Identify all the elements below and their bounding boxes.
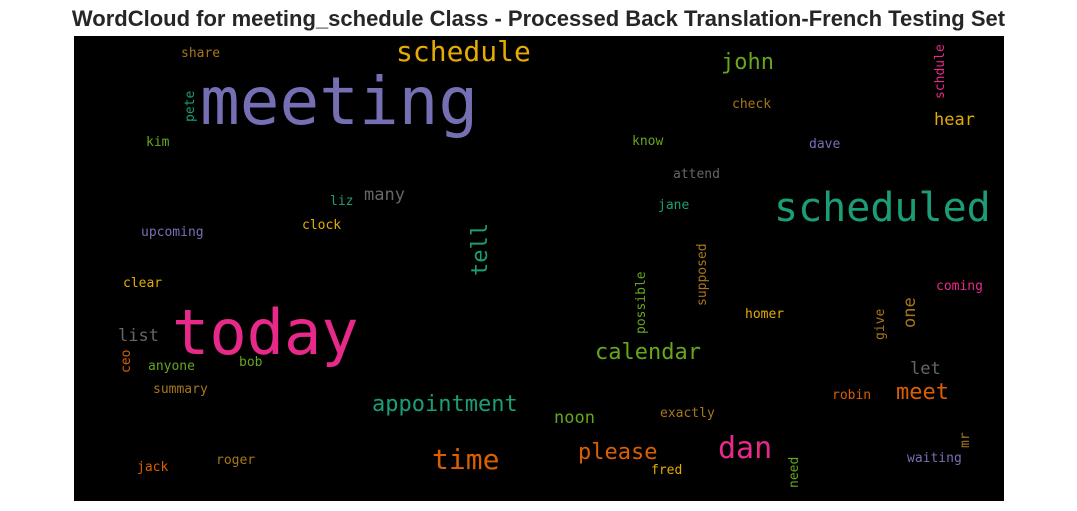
word-attend: attend (673, 167, 720, 182)
word-calendar: calendar (595, 340, 701, 365)
word-dave: dave (809, 137, 841, 152)
wordcloud-canvas: meeting today scheduled schedule john ca… (74, 36, 1004, 501)
word-ceo: ceo (119, 349, 134, 373)
word-please: please (578, 440, 658, 465)
word-need: need (787, 456, 802, 488)
word-kim: kim (146, 135, 170, 150)
word-list: list (118, 326, 159, 346)
word-noon: noon (554, 408, 595, 428)
word-share: share (181, 46, 221, 61)
chart-title: WordCloud for meeting_schedule Class - P… (71, 6, 1006, 31)
word-today: today (172, 296, 359, 369)
word-schdule: schdule (933, 44, 948, 99)
word-upcoming: upcoming (141, 225, 204, 240)
word-coming: coming (936, 279, 983, 294)
word-schedule: schedule (396, 36, 531, 68)
word-jane: jane (658, 198, 690, 213)
word-fred: fred (651, 463, 683, 478)
word-meet: meet (896, 380, 949, 405)
word-appointment: appointment (372, 392, 518, 417)
word-tell: tell (468, 223, 493, 276)
word-one: one (900, 297, 920, 328)
word-john: john (721, 50, 774, 75)
word-give: give (873, 308, 888, 340)
word-bob: bob (239, 355, 263, 370)
word-roger: roger (216, 453, 256, 468)
word-homer: homer (745, 307, 785, 322)
word-supposed: supposed (695, 243, 710, 306)
word-jack: jack (137, 460, 169, 475)
word-check: check (732, 97, 772, 112)
word-meeting: meeting (200, 63, 479, 140)
word-mr: mr (958, 432, 973, 448)
word-time: time (432, 443, 500, 476)
word-anyone: anyone (148, 359, 195, 374)
word-pete: pete (183, 90, 198, 122)
word-hear: hear (934, 110, 975, 130)
word-possible: possible (634, 271, 649, 334)
word-clock: clock (302, 218, 342, 233)
word-scheduled: scheduled (774, 185, 991, 231)
word-robin: robin (832, 388, 872, 403)
word-exactly: exactly (660, 406, 715, 421)
word-many: many (364, 185, 405, 205)
word-clear: clear (123, 276, 163, 291)
word-let: let (910, 359, 941, 379)
word-summary: summary (153, 382, 208, 397)
word-know: know (632, 134, 664, 149)
word-liz: liz (330, 194, 354, 209)
word-dan: dan (718, 431, 773, 466)
word-waiting: waiting (907, 451, 962, 466)
